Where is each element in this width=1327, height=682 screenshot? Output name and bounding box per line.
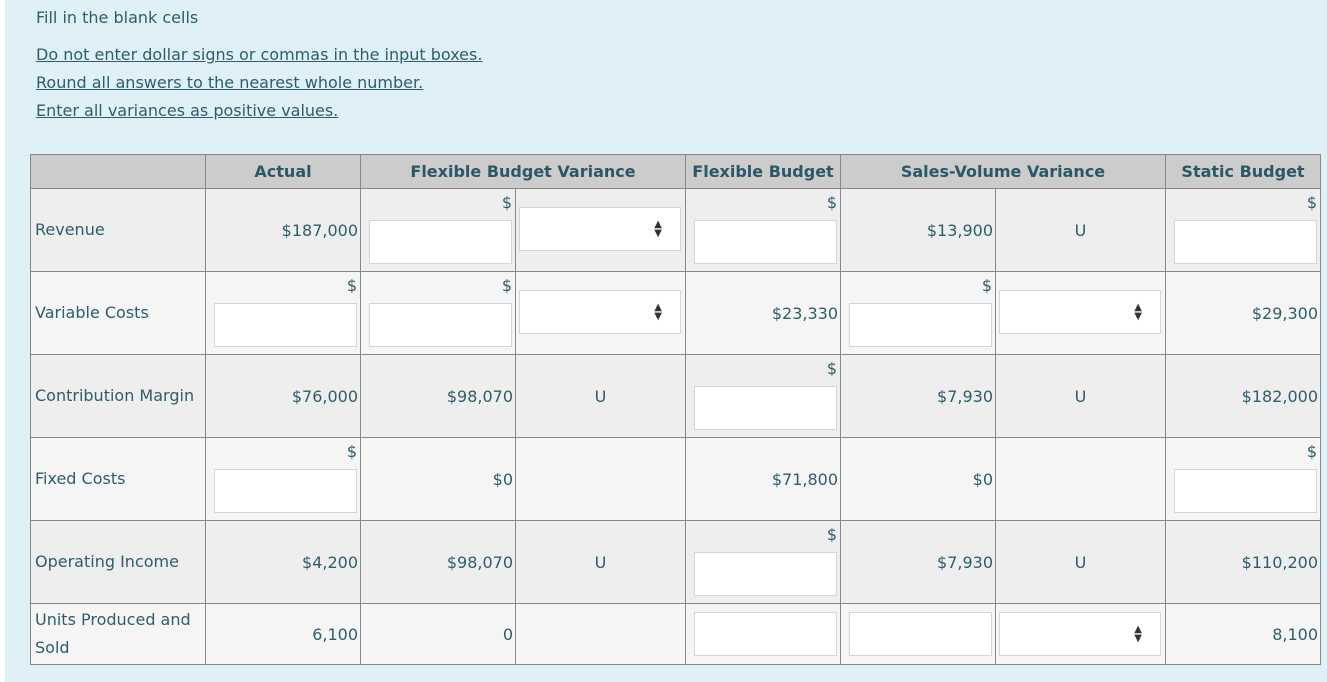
- header-sales-volume-variance: Sales-Volume Variance: [840, 154, 1166, 189]
- value-cell: 8,100: [1165, 603, 1321, 665]
- input-cell: [685, 603, 841, 665]
- dollar-sign: $: [346, 442, 357, 461]
- input-cell: $: [205, 271, 361, 355]
- chevron-up-down-icon: ▲ ▼: [654, 219, 662, 239]
- value-cell: $187,000: [205, 188, 361, 272]
- amount-input[interactable]: [214, 303, 357, 347]
- amount-input[interactable]: [1174, 220, 1317, 264]
- header-flexible-budget: Flexible Budget: [685, 154, 841, 189]
- amount-input[interactable]: [849, 612, 992, 656]
- select-cell: ▲ ▼: [515, 271, 686, 355]
- variance-type-select[interactable]: ▲ ▼: [519, 290, 681, 334]
- amount-input[interactable]: [214, 469, 357, 513]
- table-row: Operating Income $4,200 $98,070 U $ $7,930 U $1…: [30, 520, 1321, 604]
- variance-type-select[interactable]: ▲ ▼: [519, 207, 681, 251]
- row-label: Operating Income: [30, 520, 206, 604]
- amount-input[interactable]: [1174, 469, 1317, 513]
- variance-type-cell: U: [995, 188, 1166, 272]
- input-cell: $: [1165, 188, 1321, 272]
- note-positive-variances: Enter all variances as positive values.: [36, 101, 339, 120]
- input-cell: $: [840, 271, 996, 355]
- empty-cell: [995, 437, 1166, 521]
- amount-input[interactable]: [694, 386, 837, 430]
- table-row: Revenue $187,000 $ ▲ ▼ $ $13,900 U $: [30, 188, 1321, 272]
- value-cell: 6,100: [205, 603, 361, 665]
- input-cell: $: [360, 188, 516, 272]
- select-cell: ▲ ▼: [995, 271, 1166, 355]
- variance-type-select[interactable]: ▲ ▼: [999, 612, 1161, 656]
- value-cell: $98,070: [360, 520, 516, 604]
- chevron-up-down-icon: ▲ ▼: [654, 302, 662, 322]
- value-cell: $0: [840, 437, 996, 521]
- value-cell: 0: [360, 603, 516, 665]
- amount-input[interactable]: [369, 220, 512, 264]
- input-cell: $: [205, 437, 361, 521]
- table-row: Variable Costs $ $ ▲ ▼ $23,330 $ ▲ ▼ $29,300: [30, 271, 1321, 355]
- dollar-sign: $: [1306, 442, 1317, 461]
- dollar-sign: $: [1306, 193, 1317, 212]
- budget-variance-table: Actual Flexible Budget Variance Flexible…: [30, 154, 1321, 665]
- value-cell: $7,930: [840, 354, 996, 438]
- amount-input[interactable]: [694, 552, 837, 596]
- dollar-sign: $: [826, 193, 837, 212]
- amount-input[interactable]: [694, 612, 837, 656]
- variance-type-cell: U: [515, 354, 686, 438]
- chevron-up-down-icon: ▲ ▼: [1134, 624, 1142, 644]
- note-rounding: Round all answers to the nearest whole n…: [36, 73, 424, 92]
- input-cell: $: [685, 188, 841, 272]
- value-cell: $13,900: [840, 188, 996, 272]
- header-row: Actual Flexible Budget Variance Flexible…: [30, 154, 1321, 189]
- header-static-budget: Static Budget: [1165, 154, 1321, 189]
- row-label: Fixed Costs: [30, 437, 206, 521]
- value-cell: $4,200: [205, 520, 361, 604]
- dollar-sign: $: [981, 276, 992, 295]
- select-cell: ▲ ▼: [515, 188, 686, 272]
- variance-type-cell: U: [995, 354, 1166, 438]
- value-cell: $98,070: [360, 354, 516, 438]
- chevron-up-down-icon: ▲ ▼: [1134, 302, 1142, 322]
- amount-input[interactable]: [694, 220, 837, 264]
- variance-type-cell: U: [995, 520, 1166, 604]
- empty-cell: [515, 437, 686, 521]
- value-cell: $7,930: [840, 520, 996, 604]
- value-cell: $23,330: [685, 271, 841, 355]
- note-no-dollar-signs: Do not enter dollar signs or commas in t…: [36, 45, 483, 64]
- dollar-sign: $: [501, 193, 512, 212]
- table-row: Contribution Margin $76,000 $98,070 U $ $7,93…: [30, 354, 1321, 438]
- table-row: Fixed Costs $ $0 $71,800 $0 $: [30, 437, 1321, 521]
- value-cell: $71,800: [685, 437, 841, 521]
- value-cell: $0: [360, 437, 516, 521]
- input-cell: $: [685, 520, 841, 604]
- select-cell: ▲ ▼: [995, 603, 1166, 665]
- row-label: Revenue: [30, 188, 206, 272]
- row-label: Variable Costs: [30, 271, 206, 355]
- empty-cell: [515, 603, 686, 665]
- value-cell: $110,200: [1165, 520, 1321, 604]
- value-cell: $29,300: [1165, 271, 1321, 355]
- dollar-sign: $: [501, 276, 512, 295]
- amount-input[interactable]: [849, 303, 992, 347]
- amount-input[interactable]: [369, 303, 512, 347]
- instructions-title: Fill in the blank cells: [36, 8, 199, 27]
- dollar-sign: $: [826, 525, 837, 544]
- value-cell: $76,000: [205, 354, 361, 438]
- variance-type-cell: U: [515, 520, 686, 604]
- header-flexible-budget-variance: Flexible Budget Variance: [360, 154, 686, 189]
- header-label: [30, 154, 206, 189]
- row-label: Units Produced and Sold: [30, 603, 206, 665]
- table-row: Units Produced and Sold 6,100 0 ▲ ▼ 8,100: [30, 603, 1321, 665]
- dollar-sign: $: [346, 276, 357, 295]
- header-actual: Actual: [205, 154, 361, 189]
- input-cell: $: [360, 271, 516, 355]
- value-cell: $182,000: [1165, 354, 1321, 438]
- dollar-sign: $: [826, 359, 837, 378]
- input-cell: [840, 603, 996, 665]
- input-cell: $: [685, 354, 841, 438]
- row-label: Contribution Margin: [30, 354, 206, 438]
- variance-type-select[interactable]: ▲ ▼: [999, 290, 1161, 334]
- input-cell: $: [1165, 437, 1321, 521]
